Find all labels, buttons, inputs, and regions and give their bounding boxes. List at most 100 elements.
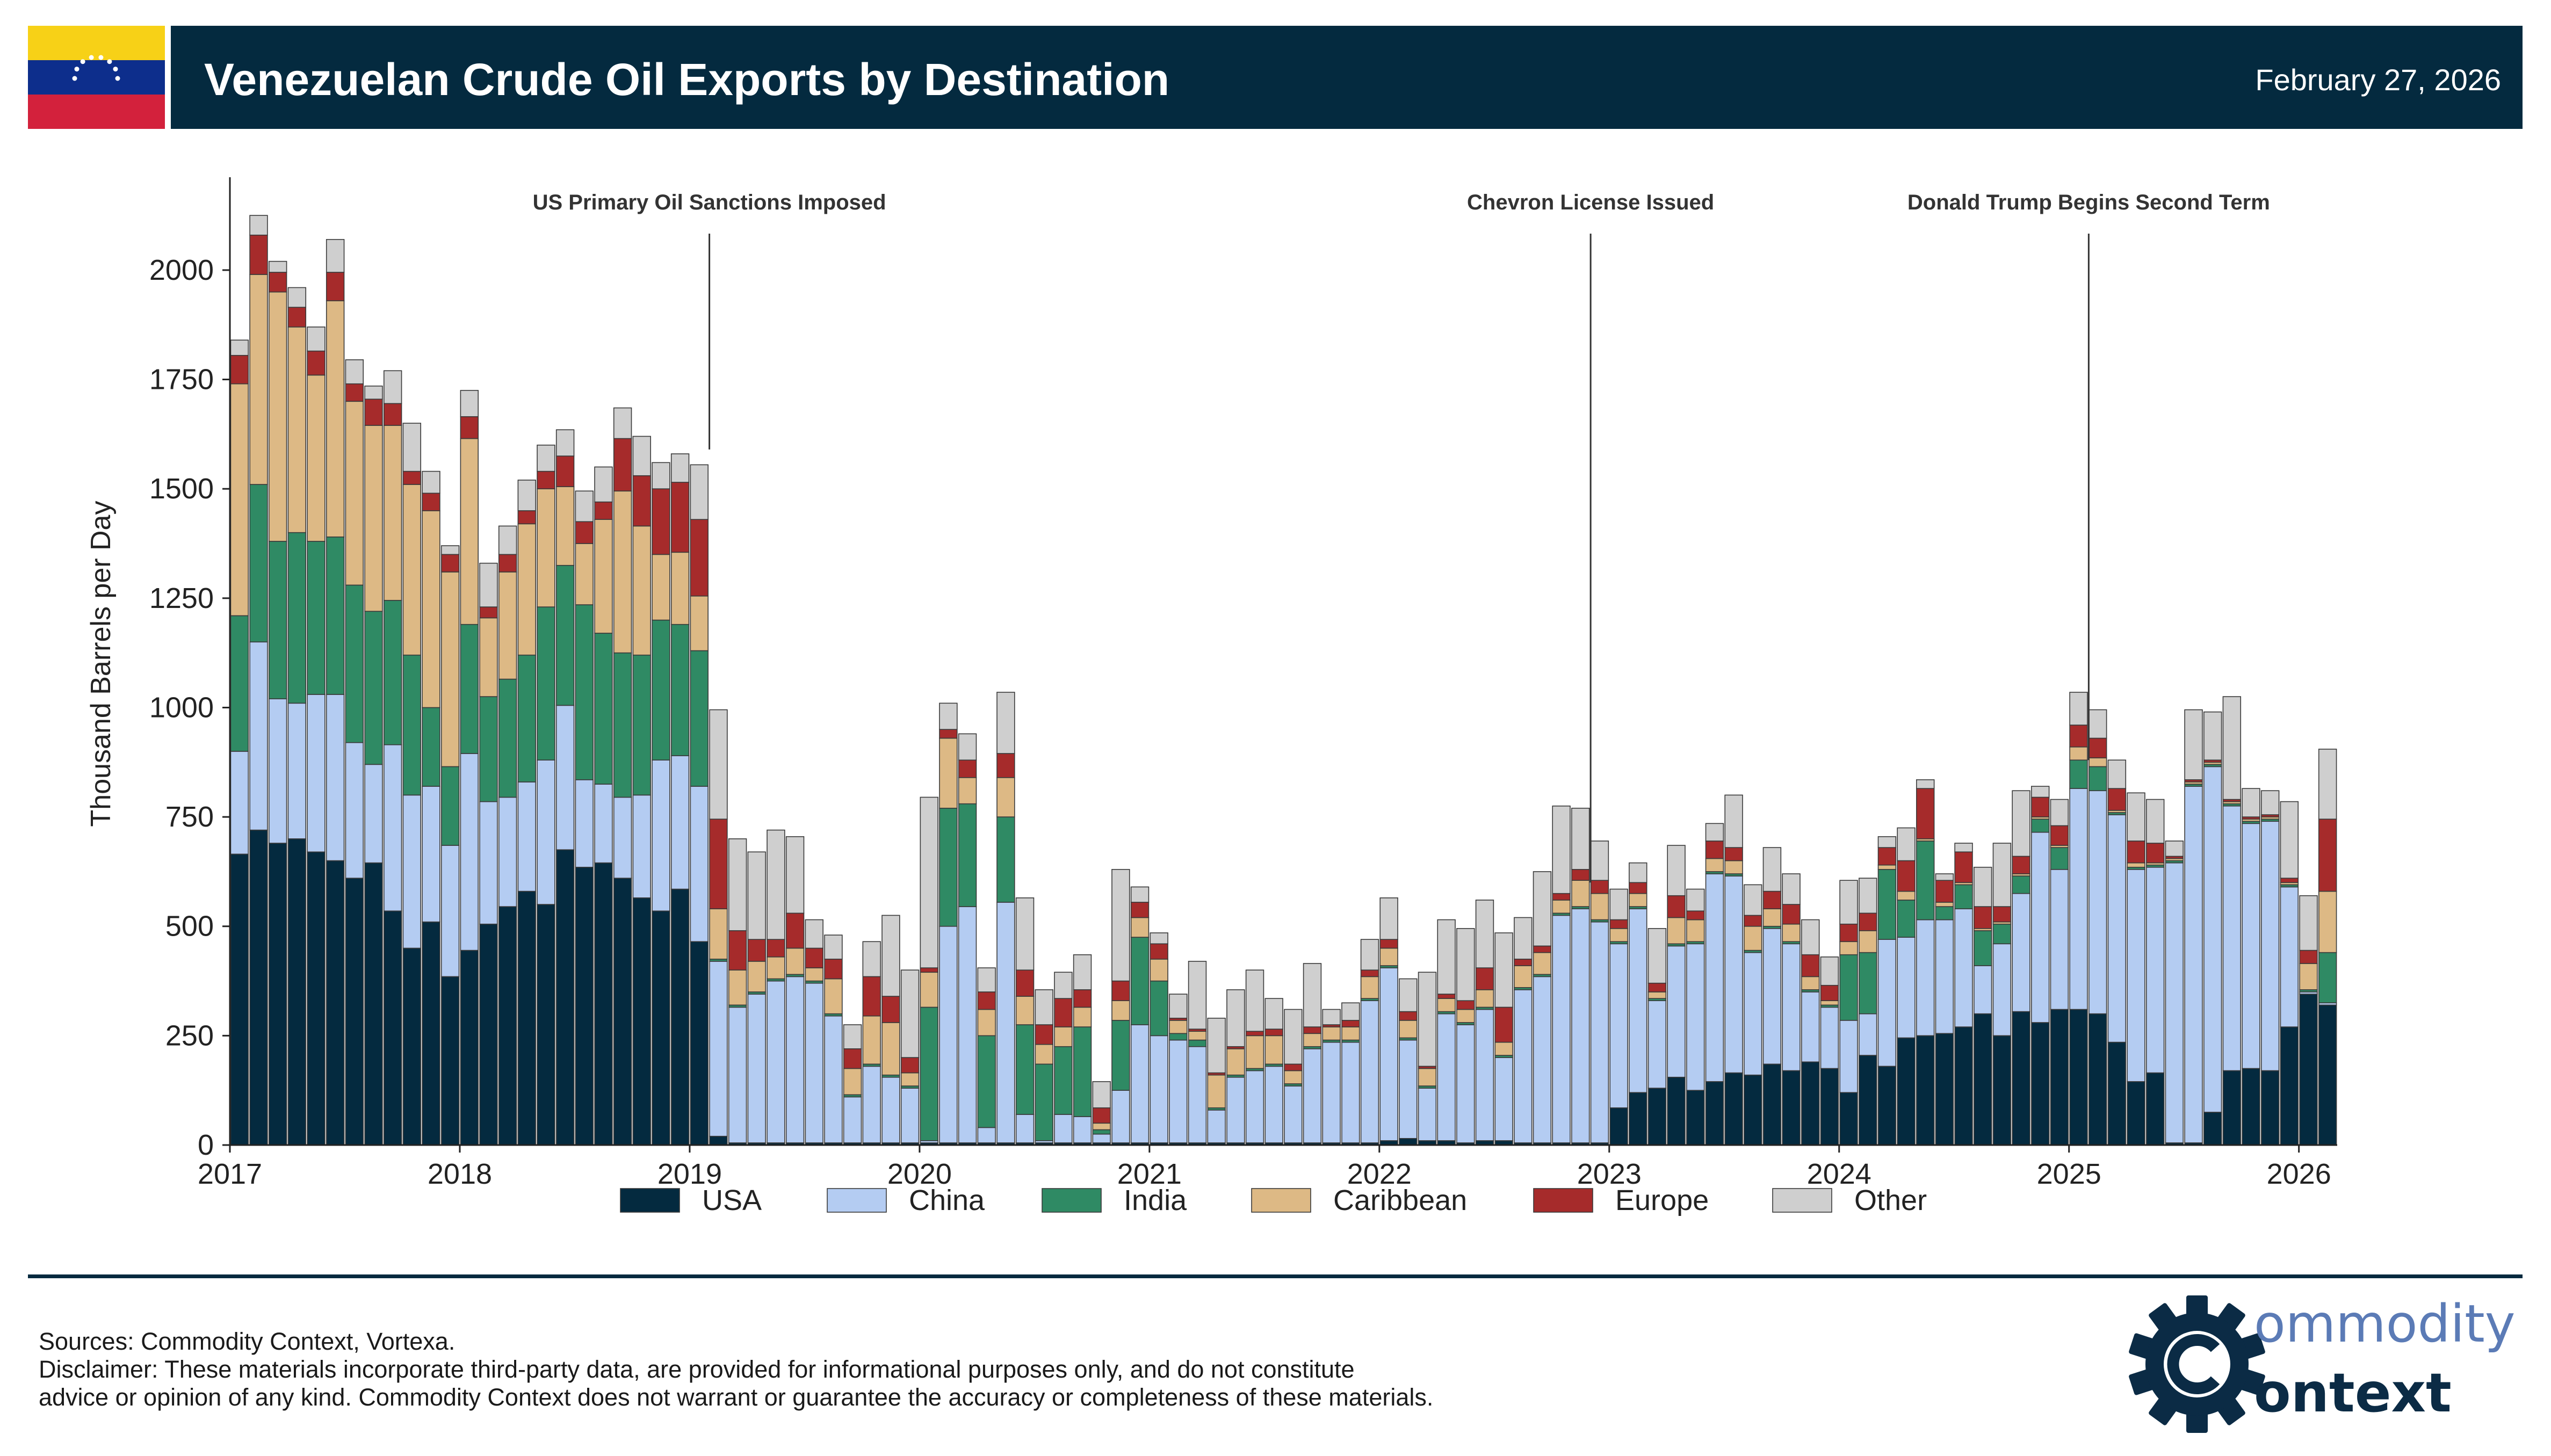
- bar-segment-china: [1284, 1086, 1302, 1143]
- bar-segment-europe: [920, 968, 938, 972]
- bar-segment-usa: [422, 922, 440, 1145]
- bar-segment-caribbean: [1304, 1033, 1321, 1046]
- flag-star-icon: [113, 67, 118, 71]
- bar-segment-india: [920, 1007, 938, 1140]
- bar-segment-usa: [652, 911, 670, 1145]
- bar-segment-india: [1074, 1027, 1092, 1117]
- bar-segment-china: [1878, 939, 1896, 1066]
- bar-segment-india: [2050, 847, 2068, 870]
- bar-segment-china: [499, 797, 517, 907]
- bar-segment-india: [633, 655, 651, 795]
- bar-segment-other: [518, 480, 536, 511]
- bar-segment-europe: [1782, 904, 1800, 924]
- bar-segment-other: [557, 430, 574, 456]
- bar-segment-caribbean: [1840, 941, 1858, 954]
- annotation-label: Chevron License Issued: [1467, 191, 1714, 214]
- bar-segment-china: [230, 751, 248, 854]
- bar-segment-china: [1897, 937, 1915, 1038]
- bar-segment-india: [1131, 937, 1149, 1025]
- bar-segment-india: [518, 655, 536, 782]
- y-tick-label: 1250: [149, 582, 214, 614]
- bar-segment-europe: [2147, 843, 2164, 863]
- bar-segment-other: [1725, 795, 1743, 847]
- bar-segment-india: [1878, 870, 1896, 939]
- bar-segment-other: [1764, 847, 1781, 891]
- bar-segment-europe: [1035, 1025, 1053, 1045]
- bar-segment-europe: [2108, 788, 2126, 810]
- venezuela-flag-icon: [28, 26, 165, 129]
- bar-segment-caribbean: [2070, 747, 2087, 760]
- bar-segment-other: [1667, 845, 1685, 896]
- legend-label-usa: USA: [702, 1184, 762, 1216]
- bar-segment-other: [1859, 878, 1877, 913]
- bar-segment-china: [1342, 1042, 1360, 1143]
- bar-segment-caribbean: [595, 519, 612, 633]
- bar-segment-usa: [1687, 1090, 1704, 1145]
- bar-segment-china: [384, 745, 402, 911]
- bar-segment-other: [2147, 800, 2164, 843]
- bar-segment-other: [1840, 880, 1858, 924]
- bar-segment-caribbean: [614, 491, 632, 653]
- bar-segment-other: [1437, 920, 1455, 994]
- legend-label-other: Other: [1854, 1184, 1927, 1216]
- bar-segment-usa: [288, 839, 306, 1145]
- bar-segment-usa: [1955, 1027, 1972, 1145]
- bar-segment-other: [1802, 920, 1819, 955]
- bar-segment-china: [1476, 1009, 1494, 1140]
- bar-segment-india: [1955, 885, 1972, 909]
- bar-segment-caribbean: [1821, 1001, 1839, 1005]
- bar-segment-caribbean: [633, 526, 651, 655]
- bar-segment-other: [2319, 749, 2337, 819]
- bar-segment-europe: [1649, 983, 1666, 992]
- bar-segment-usa: [2108, 1042, 2126, 1145]
- bar-segment-india: [652, 620, 670, 760]
- bar-segment-usa: [2012, 1012, 2030, 1145]
- bar-segment-usa: [1802, 1062, 1819, 1145]
- bar-segment-europe: [882, 996, 900, 1023]
- legend-label-caribbean: Caribbean: [1333, 1184, 1467, 1216]
- bar-segment-caribbean: [1265, 1035, 1283, 1064]
- bar-segment-india: [384, 600, 402, 745]
- bar-segment-usa: [1764, 1064, 1781, 1145]
- bar-segment-other: [480, 563, 497, 607]
- bar-segment-other: [1304, 964, 1321, 1027]
- bar-segment-caribbean: [1495, 1042, 1513, 1055]
- legend-label-china: China: [909, 1184, 985, 1216]
- bar-segment-caribbean: [537, 489, 555, 607]
- bar-segment-india: [1859, 953, 1877, 1014]
- bar-segment-other: [671, 454, 689, 482]
- bar-segment-other: [1821, 957, 1839, 986]
- bar-segment-europe: [1457, 1001, 1475, 1009]
- bar-segment-caribbean: [1935, 902, 1953, 907]
- bar-segment-india: [595, 633, 612, 784]
- bar-segment-india: [230, 615, 248, 751]
- bar-segment-usa: [2032, 1023, 2049, 1145]
- bar-segment-india: [1054, 1047, 1072, 1114]
- bar-segment-caribbean: [671, 552, 689, 624]
- bar-segment-caribbean: [748, 961, 765, 992]
- bar-segment-china: [1802, 992, 1819, 1062]
- y-tick-label: 1000: [149, 691, 214, 723]
- bar-segment-other: [1955, 843, 1972, 852]
- bar-segment-usa: [1935, 1033, 1953, 1145]
- bar-segment-china: [633, 795, 651, 897]
- bar-segment-china: [307, 694, 325, 852]
- bar-segment-europe: [480, 607, 497, 618]
- bar-segment-usa: [327, 861, 344, 1145]
- bar-segment-usa: [2261, 1071, 2279, 1145]
- bar-segment-europe: [518, 511, 536, 524]
- bar-segment-china: [1955, 909, 1972, 1027]
- x-tick-label: 2018: [428, 1158, 492, 1190]
- bar-segment-caribbean: [825, 979, 842, 1013]
- bar-segment-caribbean: [1667, 917, 1685, 944]
- bar-segment-other: [1419, 972, 1436, 1066]
- bar-segment-other: [920, 797, 938, 968]
- bar-segment-usa: [1629, 1092, 1647, 1145]
- bar-segment-europe: [2127, 841, 2145, 863]
- bar-segment-china: [1840, 1020, 1858, 1092]
- bar-segment-china: [1514, 990, 1532, 1143]
- bar-segment-caribbean: [1744, 926, 1762, 951]
- bar-segment-europe: [403, 472, 421, 484]
- bar-segment-caribbean: [499, 572, 517, 679]
- bar-segment-europe: [825, 959, 842, 979]
